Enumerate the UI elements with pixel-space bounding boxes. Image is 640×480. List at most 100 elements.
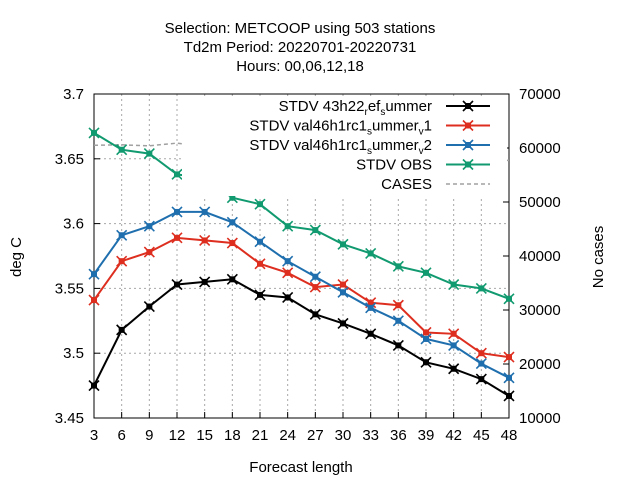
data-point-0 [282,291,294,304]
y2-tick-label: 20000 [519,356,561,373]
data-point-3 [475,282,487,294]
data-point-3 [503,293,515,305]
series-line-3 [93,132,510,300]
data-point-0 [88,380,100,392]
data-point-0 [309,308,321,320]
series-line-1 [93,236,510,359]
legend-label-3: STDV OBS [356,157,432,174]
y2-axis-label: No cases [590,226,607,289]
data-point-3 [116,144,128,156]
data-point-1 [199,234,211,247]
data-point-0 [392,339,404,351]
data-point-0 [226,273,238,285]
y-tick-label: 3.5 [63,345,84,362]
x-tick-label: 18 [224,427,241,444]
legend-marker-1 [462,119,474,132]
legend-marker-0 [462,100,474,112]
series-layer [88,127,515,402]
x-tick-label: 24 [279,427,296,444]
data-point-2 [309,271,321,283]
data-point-0 [365,328,377,340]
x-tick-label: 9 [145,427,153,444]
chart-title-line-2: Td2m Period: 20220701-20220731 [184,39,417,56]
data-point-0 [448,363,460,375]
x-tick-label: 33 [362,427,379,444]
data-point-1 [226,237,238,249]
data-point-2 [392,315,404,327]
x-tick-label: 42 [445,427,462,444]
y-tick-label: 3.55 [55,280,84,297]
y2-tick-label: 60000 [519,140,561,157]
x-axis-label: Forecast length [249,459,352,476]
data-point-3 [337,238,349,250]
x-tick-label: 30 [335,427,352,444]
data-point-1 [503,351,515,363]
data-point-0 [475,373,487,385]
data-point-1 [254,258,266,270]
y-tick-label: 3.6 [63,216,84,233]
data-point-1 [143,246,155,258]
data-point-2 [337,286,349,298]
series-line-0 [93,278,510,397]
x-tick-label: 15 [196,427,213,444]
legend-label-0: STDV 43h22refsummer [279,98,432,118]
legend-marker-3 [462,158,474,171]
data-point-3 [420,267,432,279]
data-point-3 [88,127,100,139]
x-axis-ticks: 3 6 9 12 15 18 21 24 27 30 33 36 39 42 45 48 [90,412,518,444]
data-point-2 [143,220,155,232]
data-point-0 [254,289,266,301]
data-point-2 [226,216,238,228]
y-tick-label: 3.45 [55,410,84,427]
data-point-1 [392,299,404,311]
y2-tick-label: 10000 [519,410,561,427]
data-point-1 [88,294,100,306]
x-tick-label: 12 [169,427,186,444]
chart-title-line-3: Hours: 00,06,12,18 [236,58,364,75]
series-line-2 [93,210,510,379]
x-tick-label: 27 [307,427,324,444]
x-tick-label: 21 [252,427,269,444]
data-point-1 [171,232,183,244]
legend-label-2: STDV val46h1rc1summerv2 [249,137,432,157]
legend-label-1: STDV val46h1rc1summerv1 [249,118,432,138]
x-tick-label: 3 [90,427,98,444]
chart-title-line-1: Selection: METCOOP using 503 stations [165,20,436,37]
x-tick-label: 39 [418,427,435,444]
legend-label-4: CASES [381,176,432,193]
y2-tick-label: 30000 [519,302,561,319]
data-point-2 [88,268,100,280]
data-point-2 [475,358,487,370]
data-point-0 [420,356,432,368]
data-point-3 [365,247,377,259]
data-point-2 [503,372,515,384]
y2-tick-label: 50000 [519,194,561,211]
data-point-2 [420,333,432,345]
data-point-0 [116,324,128,336]
data-point-2 [282,255,294,267]
y-tick-label: 3.65 [55,151,84,168]
data-point-0 [337,317,349,329]
data-point-3 [392,260,404,272]
data-point-3 [171,168,183,180]
data-point-2 [448,339,460,351]
data-point-0 [171,278,183,291]
data-point-1 [448,328,460,340]
data-point-2 [199,206,211,218]
data-point-0 [199,276,211,288]
data-point-3 [282,220,294,232]
y-axis-ticks: 3.45 3.5 3.55 3.6 3.65 3.7 [55,86,100,427]
x-tick-label: 36 [390,427,407,444]
y2-tick-label: 40000 [519,248,561,265]
legend-marker-2 [462,139,474,151]
data-point-0 [503,390,515,402]
data-point-2 [171,206,183,218]
y2-tick-label: 70000 [519,86,561,103]
y2-axis-ticks: 10000 20000 30000 40000 50000 60000 70000 [503,86,561,427]
data-point-3 [448,278,460,291]
data-point-1 [475,347,487,359]
x-tick-label: 48 [501,427,518,444]
data-point-2 [365,302,377,314]
